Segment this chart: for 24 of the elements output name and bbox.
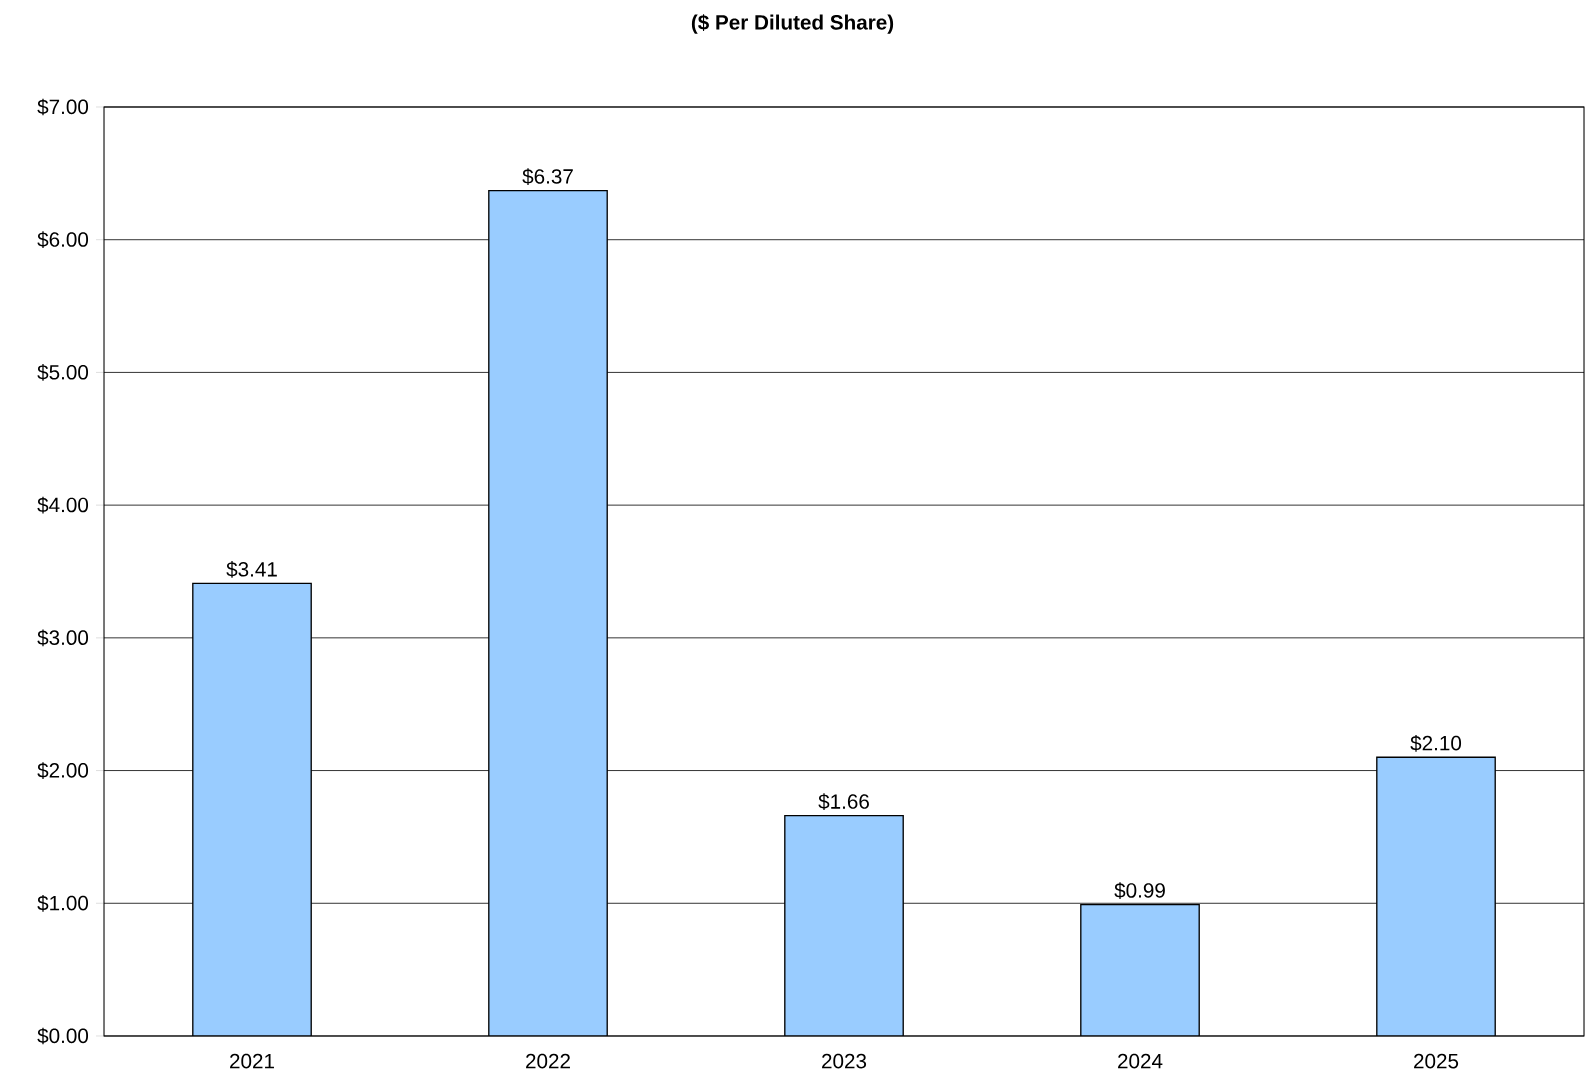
bar <box>784 815 904 1036</box>
data-label: $2.10 <box>1410 734 1462 752</box>
data-label: $0.99 <box>1114 882 1165 900</box>
bar <box>488 189 608 1036</box>
x-tick-label: 2024 <box>1118 1053 1163 1069</box>
data-label: $6.37 <box>522 168 573 186</box>
x-tick-label: 2023 <box>822 1053 867 1069</box>
y-tick-label: $7.00 <box>37 98 89 116</box>
y-tick-label: $1.00 <box>37 894 89 912</box>
y-tick-label: $0.00 <box>37 1027 89 1045</box>
data-label: $1.66 <box>818 793 869 811</box>
bar <box>1376 756 1496 1036</box>
y-tick-label: $6.00 <box>37 231 89 249</box>
y-tick-label: $5.00 <box>37 364 89 381</box>
x-tick-label: 2025 <box>1414 1053 1459 1069</box>
chart-title: ($ Per Diluted Share) <box>691 14 894 34</box>
y-tick-label: $4.00 <box>37 496 89 514</box>
bar <box>192 582 312 1036</box>
bar <box>1080 903 1200 1036</box>
x-tick-label: 2021 <box>230 1053 274 1069</box>
y-tick-label: $2.00 <box>37 762 89 779</box>
x-tick-label: 2022 <box>526 1053 570 1069</box>
data-label: $3.41 <box>226 561 277 578</box>
y-tick-label: $3.00 <box>37 629 89 647</box>
